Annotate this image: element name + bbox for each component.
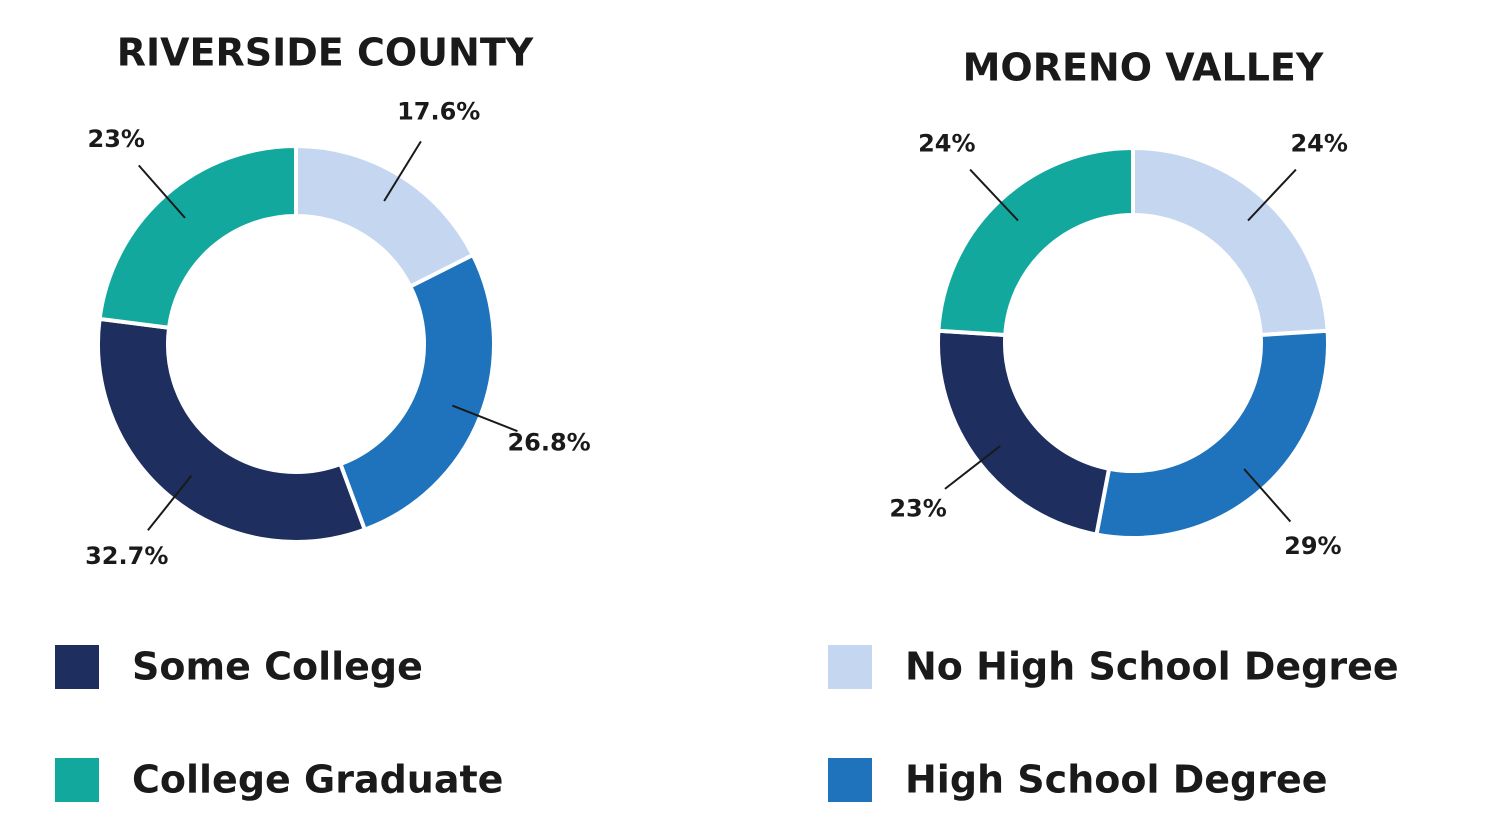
- donut-segment: [936, 328, 1112, 537]
- value-label: 17.6%: [397, 97, 480, 125]
- donut-segment: [96, 316, 368, 544]
- value-label: 23%: [88, 125, 145, 153]
- value-label: 26.8%: [507, 429, 590, 457]
- value-label: 32.7%: [85, 542, 168, 570]
- leader-line: [147, 474, 193, 531]
- value-label: 24%: [918, 130, 975, 158]
- chart-title: MORENO VALLEY: [963, 46, 1324, 90]
- chart-title: RIVERSIDE COUNTY: [117, 31, 534, 75]
- value-label: 23%: [889, 495, 946, 523]
- value-label: 24%: [1290, 130, 1347, 158]
- leader-line: [969, 168, 1019, 222]
- donut-segment: [1131, 145, 1330, 338]
- donut-segment: [294, 143, 476, 290]
- donut-segment: [97, 143, 298, 331]
- legend-label: No High School Degree: [905, 645, 1399, 689]
- legend-swatch: [55, 645, 99, 689]
- legend-swatch: [55, 758, 99, 802]
- donut-segment: [1094, 328, 1331, 540]
- leader-line: [137, 164, 186, 219]
- leader-line: [1247, 168, 1297, 222]
- leader-line: [383, 140, 422, 202]
- leader-line: [451, 404, 518, 433]
- legend-label: High School Degree: [905, 758, 1328, 802]
- leader-line: [944, 445, 1001, 490]
- value-label: 29%: [1284, 532, 1341, 560]
- donut-segment: [936, 145, 1135, 338]
- legend-label: Some College: [132, 645, 423, 689]
- legend-label: College Graduate: [132, 758, 503, 802]
- leader-line: [1243, 468, 1292, 523]
- legend-swatch: [828, 645, 872, 689]
- legend-swatch: [828, 758, 872, 802]
- donut-segment: [337, 252, 496, 533]
